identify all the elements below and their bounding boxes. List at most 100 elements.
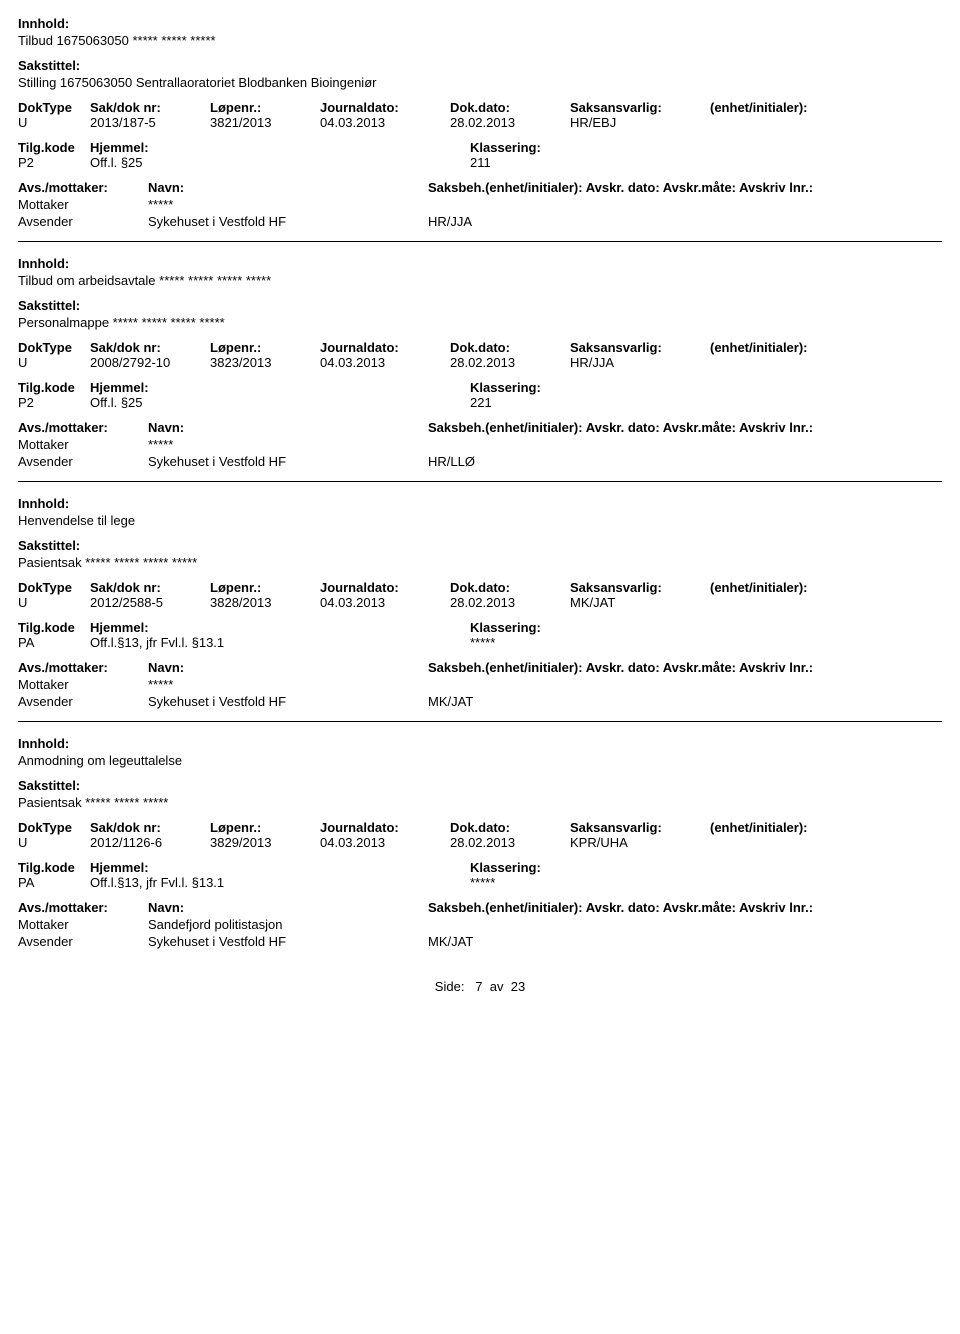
tilgkode-label: Tilg.kode [18, 860, 90, 875]
col-dokdato-label: Dok.dato: [450, 820, 570, 835]
klassering-value: ***** [470, 635, 670, 650]
party-role: Mottaker [18, 437, 148, 452]
lopenr-value: 3821/2013 [210, 115, 320, 130]
journal-record: Innhold:Tilbud 1675063050 ***** ***** **… [18, 16, 942, 229]
party-name: Sandefjord politistasjon [148, 917, 428, 932]
party-row: AvsenderSykehuset i Vestfold HFHR/JJA [18, 214, 942, 229]
party-unit: HR/JJA [428, 214, 628, 229]
sakdoknr-value: 2013/187-5 [90, 115, 210, 130]
enhet-value [710, 595, 880, 610]
meta-values-row: U2008/2792-103823/201304.03.201328.02.20… [18, 355, 942, 370]
col-doktype-label: DokType [18, 580, 90, 595]
col-dokdato-label: Dok.dato: [450, 340, 570, 355]
innhold-text: Tilbud om arbeidsavtale ***** ***** ****… [18, 273, 942, 288]
meta-values-row: U2013/187-53821/201304.03.201328.02.2013… [18, 115, 942, 130]
enhet-value [710, 835, 880, 850]
page-footer: Side: 7 av 23 [18, 979, 942, 994]
klassering-value: 211 [470, 155, 670, 170]
innhold-text: Henvendelse til lege [18, 513, 942, 528]
hjemmel-value: Off.l. §25 [90, 395, 470, 410]
lopenr-value: 3823/2013 [210, 355, 320, 370]
klassering-value: 221 [470, 395, 670, 410]
col-saksansvarlig-label: Saksansvarlig: [570, 100, 710, 115]
meta-header-row: DokTypeSak/dok nr:Løpenr.:Journaldato:Do… [18, 580, 942, 595]
saksbeh-label: Saksbeh.(enhet/initialer): Avskr. dato: … [428, 660, 928, 675]
party-row: MottakerSandefjord politistasjon [18, 917, 942, 932]
party-unit [428, 197, 628, 212]
innhold-label: Innhold: [18, 496, 942, 511]
avsmottaker-label: Avs./mottaker: [18, 900, 148, 915]
innhold-label: Innhold: [18, 256, 942, 271]
party-role: Mottaker [18, 917, 148, 932]
party-role: Mottaker [18, 197, 148, 212]
tilgkode-value: PA [18, 635, 90, 650]
record-divider [18, 241, 942, 242]
klassering-label: Klassering: [470, 380, 670, 395]
hjemmel-label: Hjemmel: [90, 140, 470, 155]
navn-label: Navn: [148, 180, 428, 195]
party-role: Mottaker [18, 677, 148, 692]
klassering-label: Klassering: [470, 140, 670, 155]
col-journaldato-label: Journaldato: [320, 820, 450, 835]
col-journaldato-label: Journaldato: [320, 100, 450, 115]
dokdato-value: 28.02.2013 [450, 835, 570, 850]
party-unit: MK/JAT [428, 694, 628, 709]
col-lopenr-label: Løpenr.: [210, 580, 320, 595]
saksansvarlig-value: HR/JJA [570, 355, 710, 370]
sakdoknr-value: 2012/2588-5 [90, 595, 210, 610]
tilg-values-row: P2Off.l. §25211 [18, 155, 942, 170]
hjemmel-value: Off.l. §25 [90, 155, 470, 170]
saksansvarlig-value: KPR/UHA [570, 835, 710, 850]
col-saksansvarlig-label: Saksansvarlig: [570, 580, 710, 595]
col-enhet-label: (enhet/initialer): [710, 340, 880, 355]
lopenr-value: 3828/2013 [210, 595, 320, 610]
records-container: Innhold:Tilbud 1675063050 ***** ***** **… [18, 16, 942, 949]
sakstittel-label: Sakstittel: [18, 778, 942, 793]
col-journaldato-label: Journaldato: [320, 340, 450, 355]
avs-header-row: Avs./mottaker:Navn:Saksbeh.(enhet/initia… [18, 900, 942, 915]
dokdato-value: 28.02.2013 [450, 595, 570, 610]
journal-record: Innhold:Anmodning om legeuttalelseSaksti… [18, 736, 942, 949]
meta-header-row: DokTypeSak/dok nr:Løpenr.:Journaldato:Do… [18, 340, 942, 355]
party-name: ***** [148, 677, 428, 692]
innhold-text: Anmodning om legeuttalelse [18, 753, 942, 768]
party-row: AvsenderSykehuset i Vestfold HFMK/JAT [18, 934, 942, 949]
sakstittel-label: Sakstittel: [18, 538, 942, 553]
footer-page: 7 [475, 979, 482, 994]
avsmottaker-label: Avs./mottaker: [18, 420, 148, 435]
sakstittel-label: Sakstittel: [18, 58, 942, 73]
party-unit [428, 437, 628, 452]
tilg-header-row: Tilg.kodeHjemmel:Klassering: [18, 140, 942, 155]
innhold-label: Innhold: [18, 16, 942, 31]
party-row: AvsenderSykehuset i Vestfold HFHR/LLØ [18, 454, 942, 469]
doktype-value: U [18, 595, 50, 610]
tilg-header-row: Tilg.kodeHjemmel:Klassering: [18, 620, 942, 635]
sakstittel-label: Sakstittel: [18, 298, 942, 313]
col-enhet-label: (enhet/initialer): [710, 820, 880, 835]
hjemmel-value: Off.l.§13, jfr Fvl.l. §13.1 [90, 875, 470, 890]
avs-header-row: Avs./mottaker:Navn:Saksbeh.(enhet/initia… [18, 180, 942, 195]
journal-record: Innhold: Tilbud om arbeidsavtale ***** **… [18, 256, 942, 469]
party-name: ***** [148, 197, 428, 212]
meta-values-row: U2012/1126-63829/201304.03.201328.02.201… [18, 835, 942, 850]
saksansvarlig-value: MK/JAT [570, 595, 710, 610]
col-journaldato-label: Journaldato: [320, 580, 450, 595]
col-saksansvarlig-label: Saksansvarlig: [570, 820, 710, 835]
party-row: Mottaker***** [18, 677, 942, 692]
col-doktype-label: DokType [18, 100, 90, 115]
party-role: Avsender [18, 214, 148, 229]
tilg-values-row: PAOff.l.§13, jfr Fvl.l. §13.1***** [18, 875, 942, 890]
dokdato-value: 28.02.2013 [450, 355, 570, 370]
col-sakdok-label: Sak/dok nr: [90, 100, 210, 115]
col-sakdok-label: Sak/dok nr: [90, 580, 210, 595]
hjemmel-label: Hjemmel: [90, 860, 470, 875]
party-unit: MK/JAT [428, 934, 628, 949]
tilg-values-row: PAOff.l.§13, jfr Fvl.l. §13.1***** [18, 635, 942, 650]
party-row: Mottaker***** [18, 437, 942, 452]
party-name: Sykehuset i Vestfold HF [148, 454, 428, 469]
dokdato-value: 28.02.2013 [450, 115, 570, 130]
tilgkode-label: Tilg.kode [18, 140, 90, 155]
sakstittel-text: Personalmappe ***** ***** ***** ***** [18, 315, 942, 330]
tilgkode-value: P2 [18, 395, 90, 410]
party-row: Mottaker***** [18, 197, 942, 212]
